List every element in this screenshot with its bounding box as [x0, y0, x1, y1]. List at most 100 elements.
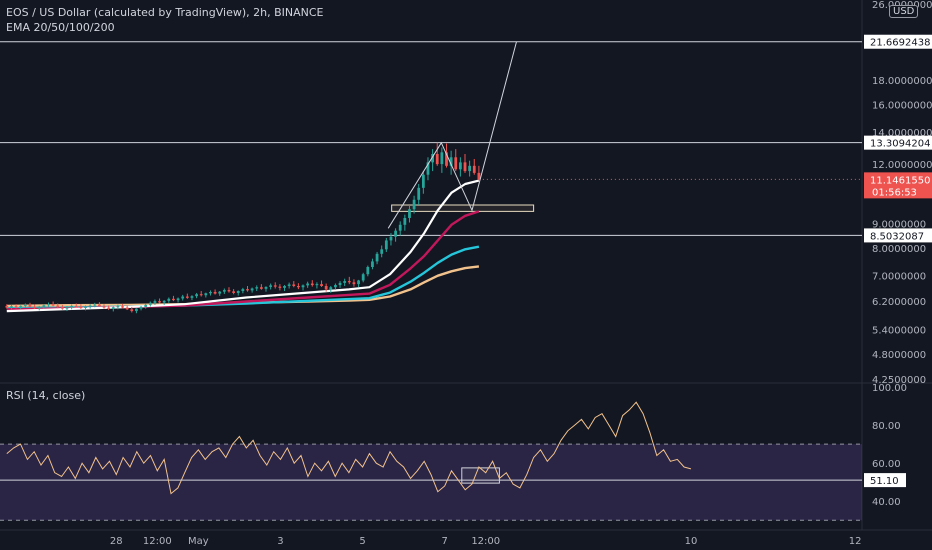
candle[interactable] — [278, 284, 282, 291]
price-level-tag[interactable] — [864, 34, 932, 49]
candle[interactable] — [421, 171, 425, 194]
candle[interactable] — [204, 292, 208, 298]
candle[interactable] — [195, 292, 198, 299]
candle[interactable] — [5, 304, 9, 309]
candle[interactable] — [213, 289, 217, 295]
candle[interactable] — [417, 183, 421, 205]
candle[interactable] — [51, 301, 55, 307]
candle[interactable] — [107, 305, 111, 311]
candle[interactable] — [403, 214, 407, 231]
candle[interactable] — [366, 265, 370, 277]
candle[interactable] — [310, 280, 314, 287]
candle[interactable] — [33, 304, 36, 309]
candle[interactable] — [431, 149, 434, 172]
rsi-panel[interactable] — [0, 401, 862, 521]
candle[interactable] — [269, 283, 273, 290]
candle[interactable] — [435, 142, 439, 166]
candle[interactable] — [324, 283, 328, 292]
candle[interactable] — [315, 282, 319, 289]
candle[interactable] — [445, 143, 448, 168]
candle[interactable] — [28, 302, 32, 308]
candle[interactable] — [135, 308, 138, 314]
candle[interactable] — [10, 304, 13, 310]
candle[interactable] — [297, 283, 300, 290]
rsi-line[interactable] — [6, 401, 692, 495]
candle[interactable] — [343, 278, 347, 286]
candle[interactable] — [306, 281, 310, 288]
last-price-tag[interactable] — [864, 172, 932, 199]
candle[interactable] — [371, 258, 374, 270]
candle[interactable] — [426, 157, 430, 181]
candle[interactable] — [449, 150, 453, 175]
candle[interactable] — [250, 287, 254, 293]
candle[interactable] — [329, 285, 333, 293]
price-level-tag[interactable] — [864, 228, 932, 243]
candle[interactable] — [389, 233, 393, 246]
candle[interactable] — [153, 299, 157, 305]
candle[interactable] — [125, 305, 129, 311]
currency-badge[interactable]: USD — [889, 5, 919, 18]
candle[interactable] — [14, 304, 18, 309]
candle[interactable] — [458, 157, 462, 177]
candle[interactable] — [375, 251, 379, 265]
candle[interactable] — [98, 302, 101, 307]
candle[interactable] — [162, 300, 166, 305]
candle[interactable] — [292, 281, 296, 288]
candle[interactable] — [320, 280, 323, 287]
projection-path[interactable] — [387, 41, 517, 229]
candle[interactable] — [454, 149, 458, 172]
candle[interactable] — [74, 303, 78, 308]
candle[interactable] — [181, 294, 185, 301]
candle[interactable] — [380, 245, 384, 258]
candle[interactable] — [65, 306, 69, 312]
candle[interactable] — [23, 303, 27, 308]
rsi-target-box[interactable] — [461, 467, 500, 484]
candle[interactable] — [47, 302, 50, 307]
candle[interactable] — [93, 302, 97, 308]
rsi-value-tag[interactable] — [864, 473, 906, 488]
candle[interactable] — [158, 298, 161, 304]
target-zone[interactable] — [391, 204, 535, 212]
candle[interactable] — [84, 305, 87, 311]
candle[interactable] — [148, 301, 152, 307]
candle[interactable] — [273, 282, 277, 289]
rsi-legend[interactable]: RSI (14, close) — [6, 389, 86, 402]
candle[interactable] — [408, 206, 411, 223]
price-level-tag[interactable] — [864, 135, 932, 150]
candle[interactable] — [241, 287, 245, 294]
candle[interactable] — [468, 160, 472, 177]
candle[interactable] — [70, 304, 74, 310]
candle[interactable] — [139, 305, 143, 311]
candle[interactable] — [334, 283, 337, 290]
candle[interactable] — [60, 304, 64, 310]
candle[interactable] — [222, 288, 226, 294]
candle[interactable] — [121, 303, 124, 309]
candle[interactable] — [287, 282, 291, 289]
candle[interactable] — [259, 284, 263, 290]
candle[interactable] — [209, 290, 212, 296]
candle[interactable] — [37, 305, 41, 311]
symbol-legend[interactable]: EOS / US Dollar (calculated by TradingVi… — [6, 6, 324, 19]
candle[interactable] — [111, 306, 115, 312]
candle[interactable] — [398, 221, 402, 236]
candle[interactable] — [144, 303, 148, 309]
ema-legend[interactable]: EMA 20/50/100/200 — [6, 21, 115, 34]
candle[interactable] — [88, 304, 92, 309]
candle[interactable] — [246, 285, 249, 292]
candle[interactable] — [384, 237, 388, 252]
candle[interactable] — [227, 287, 231, 293]
candle[interactable] — [199, 291, 203, 297]
candle[interactable] — [56, 303, 60, 309]
candle[interactable] — [283, 285, 286, 292]
candle[interactable] — [477, 165, 481, 181]
candle[interactable] — [176, 297, 180, 303]
candle[interactable] — [79, 304, 83, 309]
candle[interactable] — [236, 290, 240, 296]
candle[interactable] — [172, 295, 175, 302]
candle[interactable] — [472, 158, 476, 175]
candle[interactable] — [116, 304, 120, 310]
candle[interactable] — [394, 228, 397, 242]
candle[interactable] — [255, 285, 259, 292]
candle[interactable] — [357, 279, 360, 288]
